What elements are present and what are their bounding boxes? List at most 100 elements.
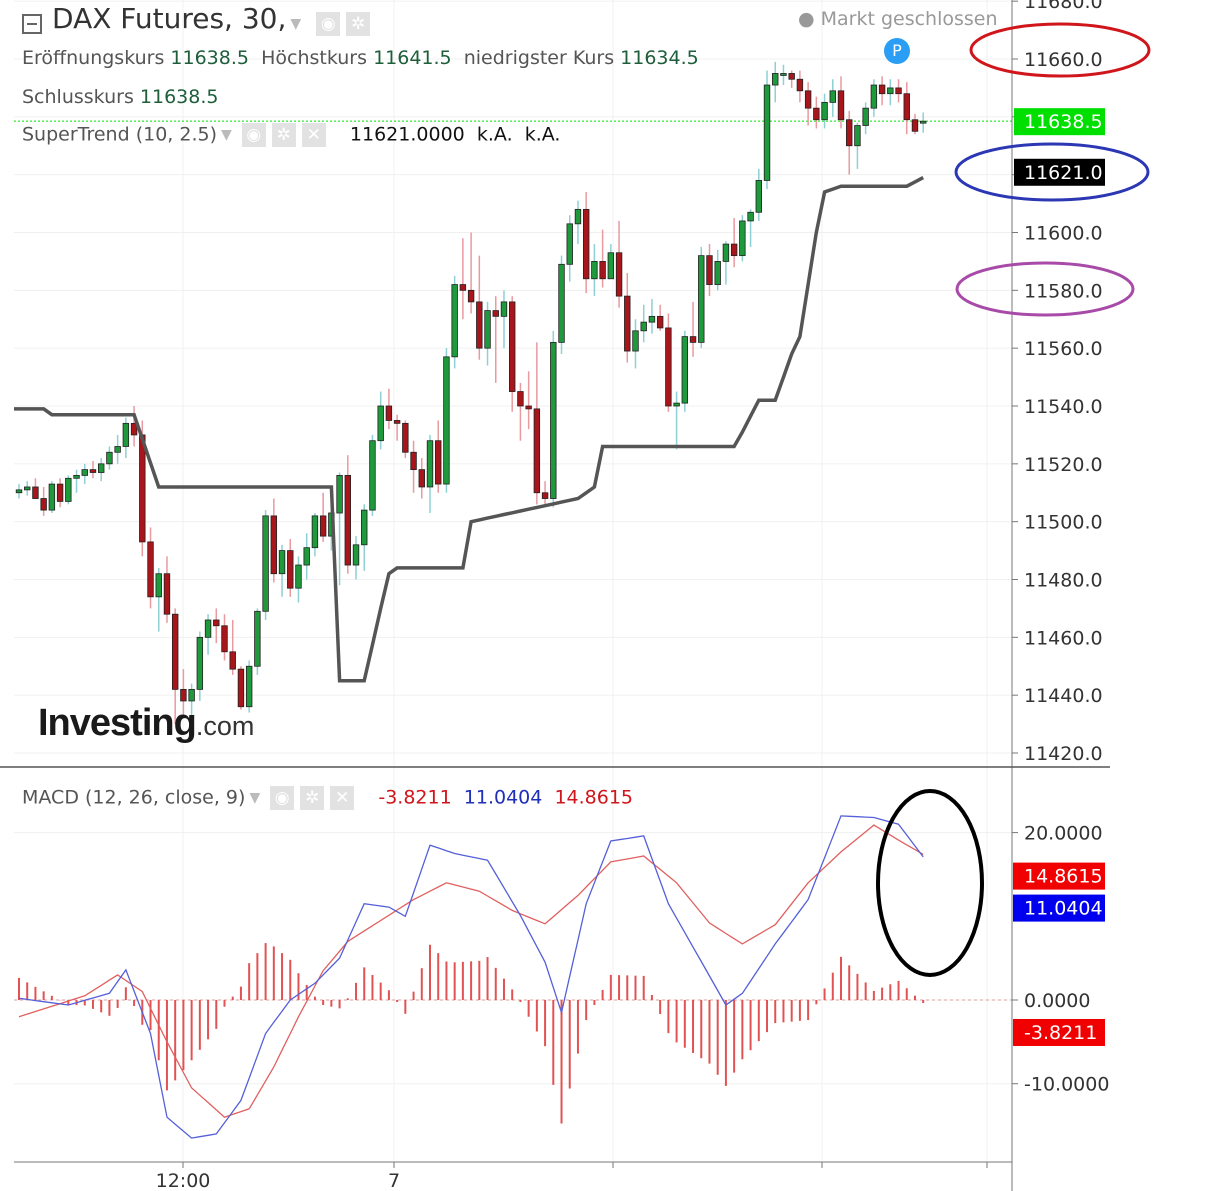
symbol-title: DAX Futures, 30, [52,2,287,35]
candle [648,315,656,323]
candle [237,668,245,708]
candle [418,469,425,488]
candle [739,220,746,257]
logo-suffix: .com [195,711,255,741]
candle [813,107,820,121]
candle [772,73,779,86]
axes: 11420.0 11440.0 11460.0 11480.0 11500.0 11520… [0,0,1151,1191]
chevron-down-icon[interactable]: ▼ [221,127,232,143]
market-status-label: Markt geschlossen [820,8,998,30]
price-tick-label: 11580.0 [1024,280,1103,302]
candle [196,636,204,690]
eye-icon[interactable]: ◉ [270,786,295,810]
candle [287,550,294,589]
supertrend-line [14,176,925,683]
candle [829,90,836,103]
high-value: 11641.5 [373,47,452,69]
price-tag-last [1014,108,1105,136]
price-tick-label: 11680.0 [1024,0,1103,13]
candle [122,422,130,447]
candle [278,550,286,575]
candle [65,477,72,502]
candle [837,90,845,121]
candle [780,73,787,76]
time-tick-label: 12:00 [156,1170,211,1191]
supertrend-label: SuperTrend (10, 2.5) [22,123,218,146]
candle [804,90,812,109]
macd-tag-signal [1013,862,1105,890]
candle [24,486,31,491]
market-status: ● Markt geschlossen [798,8,998,30]
candle [204,619,212,638]
candle [665,327,672,407]
candle [763,84,771,181]
candle [640,321,647,332]
candle [903,93,910,121]
gear-icon[interactable]: ✲ [346,11,371,36]
candle [114,446,121,453]
macd-line [18,815,924,1139]
candle [163,573,171,615]
gear-icon[interactable]: ✲ [271,123,296,147]
eye-icon[interactable]: ◉ [241,123,266,147]
candle [599,261,606,280]
high-label: Höchstkurs [261,47,368,69]
candle [920,120,927,124]
ohlc-legend: Eröffnungskurs 11638.5 Höchstkurs 11641.… [22,47,699,69]
logo-main: Investing [38,702,197,744]
candle [311,515,319,549]
candle [98,463,105,473]
low-label: niedrigster Kurs [463,47,615,69]
open-value: 11638.5 [170,47,249,69]
candle [656,315,664,329]
close-label: Schlusskurs [22,86,134,108]
candle [385,405,393,421]
macd-tag-hist [1013,1018,1105,1046]
candle [821,101,828,121]
header-row: DAX Futures, 30, ▼ ◉ ✲ [22,2,376,36]
candle [270,515,278,575]
candle [698,255,705,343]
price-tick-label: 11480.0 [1024,570,1103,592]
candle [558,263,565,343]
candle [607,252,615,280]
candle [352,544,360,566]
gear-icon[interactable]: ✲ [300,786,325,810]
supertrend-value: 11621.0000 [349,123,465,146]
candle [254,610,261,667]
supertrend-na-1: k.A. [476,123,513,146]
candle [361,509,368,546]
collapse-icon[interactable] [22,13,42,34]
supertrend-legend: SuperTrend (10, 2.5) ▼ ◉ ✲ ✕ 11621.0000 k.A.… [22,123,560,147]
macd-label: MACD (12, 26, close, 9) [22,786,246,809]
macd-pane [14,815,1012,1139]
candle [171,613,179,690]
macd-tag-label: 14.8615 [1024,866,1103,888]
close-icon[interactable]: ✕ [301,123,326,147]
candle [525,405,532,410]
chevron-down-icon[interactable]: ▼ [290,15,302,32]
candle [508,301,516,392]
price-tick-label: 11500.0 [1024,512,1103,534]
macd-tick-label: 0.0000 [1024,990,1090,1012]
macd-tag-macd [1013,894,1105,922]
price-tag-label: 11621.0 [1024,162,1103,184]
eye-icon[interactable]: ◉ [316,11,341,36]
candle [574,208,582,225]
low-value: 11634.5 [620,47,699,69]
candle [229,651,236,670]
candle [566,223,573,265]
chevron-down-icon[interactable]: ▼ [249,790,261,806]
candle [155,573,162,598]
candle [443,356,450,485]
signal-line [18,824,924,1118]
marker-p-icon[interactable]: P [884,38,910,64]
candle [48,483,56,511]
candle [139,434,146,543]
candle [393,420,401,424]
close-icon[interactable]: ✕ [330,786,355,810]
macd-value: 11.0404 [463,786,543,809]
candle [541,492,549,499]
macd-legend: MACD (12, 26, close, 9) ▼ ◉ ✲ ✕ -3.8211 11.0… [22,786,633,810]
